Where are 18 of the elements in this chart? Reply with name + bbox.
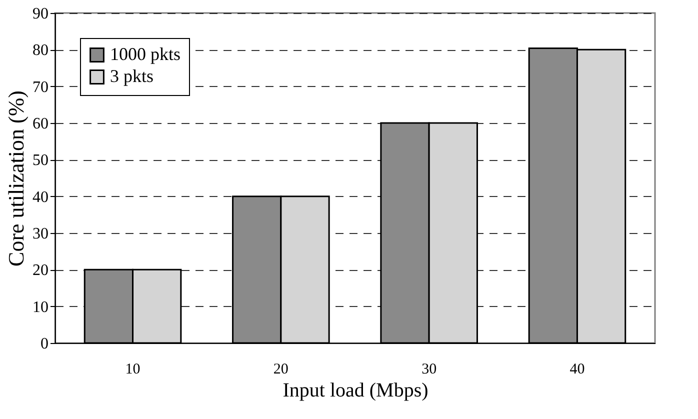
y-tick-label: 50 (32, 152, 48, 170)
y-tick-label: 60 (32, 116, 48, 132)
y-tick-label: 90 (32, 6, 48, 22)
legend-label: 3 pkts (110, 66, 154, 86)
legend-label: 1000 pkts (110, 44, 181, 64)
y-tick-label: 40 (32, 188, 48, 206)
x-tick-label: 20 (273, 362, 288, 378)
x-tick-label: 10 (125, 362, 140, 378)
x-axis-title: Input load (Mbps) (282, 380, 428, 402)
y-tick-label: 70 (32, 78, 48, 96)
y-tick-label: 20 (32, 262, 48, 280)
y-tick-label: 10 (32, 298, 48, 316)
x-tick-label: 40 (570, 362, 585, 378)
y-tick-label: 80 (32, 42, 48, 60)
y-tick-label: 30 (32, 226, 48, 242)
y-tick-label: 0 (40, 336, 48, 352)
x-tick-label: 30 (422, 362, 437, 378)
y-axis-title: Core utilization (%) (4, 90, 28, 266)
